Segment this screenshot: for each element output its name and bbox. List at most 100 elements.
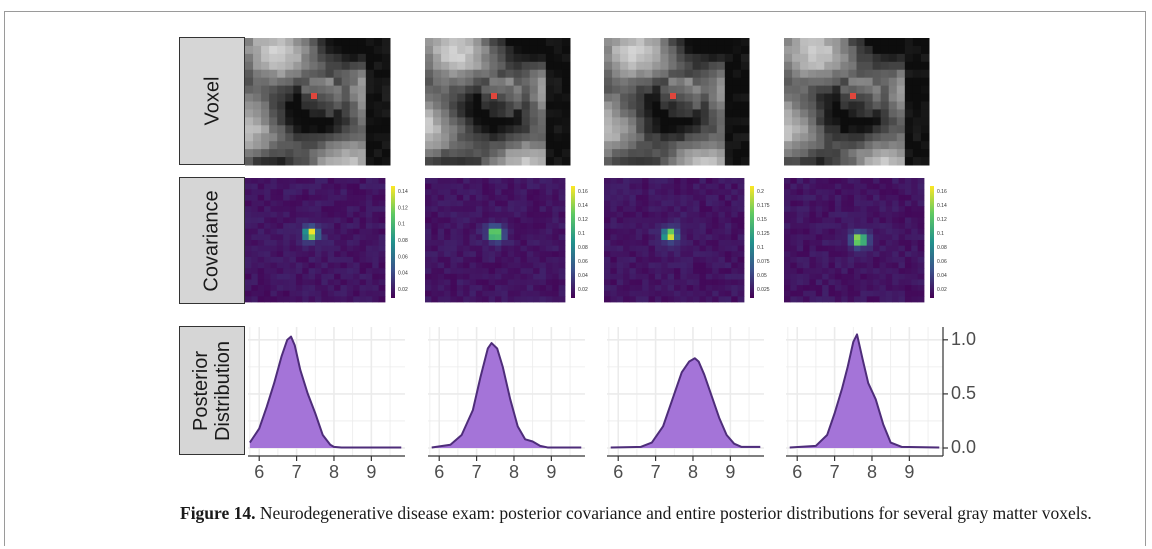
voxel-pixel	[441, 85, 450, 95]
voxel-pixel	[513, 149, 523, 158]
covariance-cell	[822, 279, 829, 286]
voxel-pixel	[489, 125, 498, 134]
covariance-cell	[526, 183, 534, 190]
x-tick-label: 8	[508, 462, 519, 482]
covariance-cell	[616, 189, 624, 196]
voxel-pixel	[261, 38, 270, 47]
colorbar	[391, 186, 395, 298]
covariance-cell	[854, 194, 861, 201]
covariance-cell	[327, 245, 335, 252]
voxel-pixel	[553, 141, 563, 150]
voxel-pixel	[912, 149, 922, 158]
covariance-cell	[456, 234, 464, 241]
covariance-cell	[847, 256, 855, 263]
covariance-cell	[629, 256, 637, 263]
covariance-cell	[264, 234, 271, 241]
covariance-cell	[507, 245, 515, 252]
covariance-cell	[501, 217, 509, 224]
covariance-cell	[245, 290, 252, 297]
covariance-cell	[251, 245, 259, 252]
covariance-cell	[507, 234, 515, 241]
covariance-cell	[353, 240, 360, 247]
voxel-pixel	[652, 133, 661, 142]
voxel-pixel	[824, 109, 833, 118]
covariance-cell	[866, 228, 874, 235]
voxel-pixel	[277, 38, 286, 47]
covariance-cell	[495, 211, 502, 218]
covariance-cell	[431, 200, 439, 207]
covariance-cell	[545, 234, 553, 241]
voxel-pixel	[832, 149, 841, 158]
covariance-cell	[834, 245, 842, 252]
voxel-pixel	[473, 149, 482, 158]
covariance-cell	[444, 200, 451, 207]
covariance-cell	[686, 296, 694, 303]
covariance-cell	[796, 256, 804, 263]
voxel-pixel	[724, 69, 734, 79]
voxel-pixel	[309, 69, 318, 79]
voxel-pixel	[481, 157, 490, 166]
covariance-cell	[917, 217, 925, 224]
covariance-cell	[334, 228, 341, 235]
covariance-cell	[340, 228, 348, 235]
voxel-pixel	[349, 117, 359, 126]
covariance-cell	[828, 178, 836, 185]
voxel-pixel	[880, 109, 890, 118]
voxel-pixel	[333, 125, 343, 134]
voxel-pixel	[253, 141, 262, 150]
covariance-cell	[552, 228, 560, 235]
covariance-cell	[686, 273, 694, 280]
voxel-pixel	[668, 45, 677, 55]
voxel-pixel	[612, 38, 621, 47]
voxel-pixel	[636, 109, 645, 118]
covariance-cell	[558, 206, 566, 213]
covariance-cell	[475, 262, 483, 269]
voxel-pixel	[561, 125, 571, 134]
voxel-pixel	[832, 101, 841, 110]
covariance-cell	[866, 245, 874, 252]
covariance-cell	[712, 234, 719, 241]
covariance-cell	[724, 223, 732, 230]
covariance-cell	[731, 240, 739, 247]
covariance-cell	[520, 206, 528, 213]
covariance-cell	[372, 217, 380, 224]
voxel-pixel	[341, 61, 351, 71]
voxel-pixel	[708, 157, 718, 166]
x-tick-label: 6	[254, 462, 265, 482]
voxel-pixel	[904, 109, 914, 118]
voxel-pixel	[620, 61, 629, 71]
covariance-cell	[295, 211, 303, 218]
covariance-cell	[264, 279, 271, 286]
covariance-cell	[873, 296, 880, 303]
covariance-cell	[378, 290, 386, 297]
covariance-cell	[456, 279, 464, 286]
voxel-pixel	[433, 53, 442, 63]
covariance-cell	[718, 285, 726, 292]
covariance-cell	[834, 194, 842, 201]
voxel-pixel	[888, 85, 898, 95]
covariance-cell	[283, 206, 290, 213]
covariance-cell	[520, 223, 528, 230]
voxel-pixel	[341, 125, 351, 134]
covariance-cell	[686, 279, 694, 286]
covariance-cell	[526, 200, 534, 207]
covariance-cell	[308, 206, 316, 213]
covariance-cell	[501, 189, 509, 196]
voxel-pixel	[285, 53, 294, 63]
voxel-pixel	[888, 93, 898, 102]
covariance-cell	[705, 262, 713, 269]
voxel-pixel	[808, 45, 817, 55]
covariance-cell	[558, 217, 566, 224]
covariance-cell	[623, 178, 630, 185]
voxel-pixel	[740, 157, 750, 166]
voxel-pixel	[660, 85, 669, 95]
covariance-cell	[693, 296, 700, 303]
covariance-cell	[264, 211, 271, 218]
covariance-cell	[616, 273, 624, 280]
covariance-cell	[635, 279, 643, 286]
covariance-cell	[623, 240, 630, 247]
voxel-pixel	[537, 149, 547, 158]
voxel-pixel	[636, 133, 645, 142]
covariance-cell	[315, 240, 322, 247]
voxel-pixel	[441, 109, 450, 118]
